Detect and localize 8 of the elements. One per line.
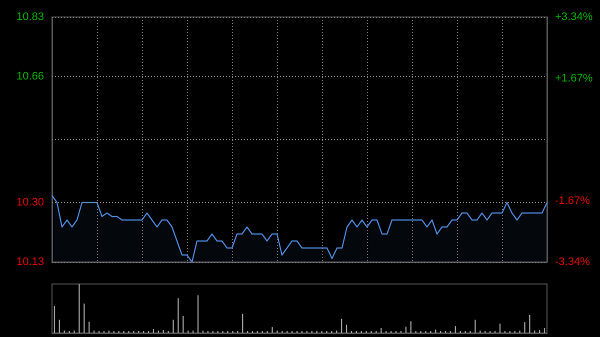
y2-tick-label: -1.67% — [555, 194, 590, 207]
y2-tick-label: +1.67% — [555, 72, 593, 84]
y-tick-label: 10.13 — [16, 256, 44, 268]
y-tick-label: 10.66 — [16, 70, 44, 82]
y2-tick-label: +3.34% — [555, 11, 593, 23]
y-tick-label: 10.30 — [16, 196, 44, 208]
y2-tick-label: -3.34% — [555, 256, 590, 268]
y-tick-label: 10.83 — [16, 11, 44, 23]
